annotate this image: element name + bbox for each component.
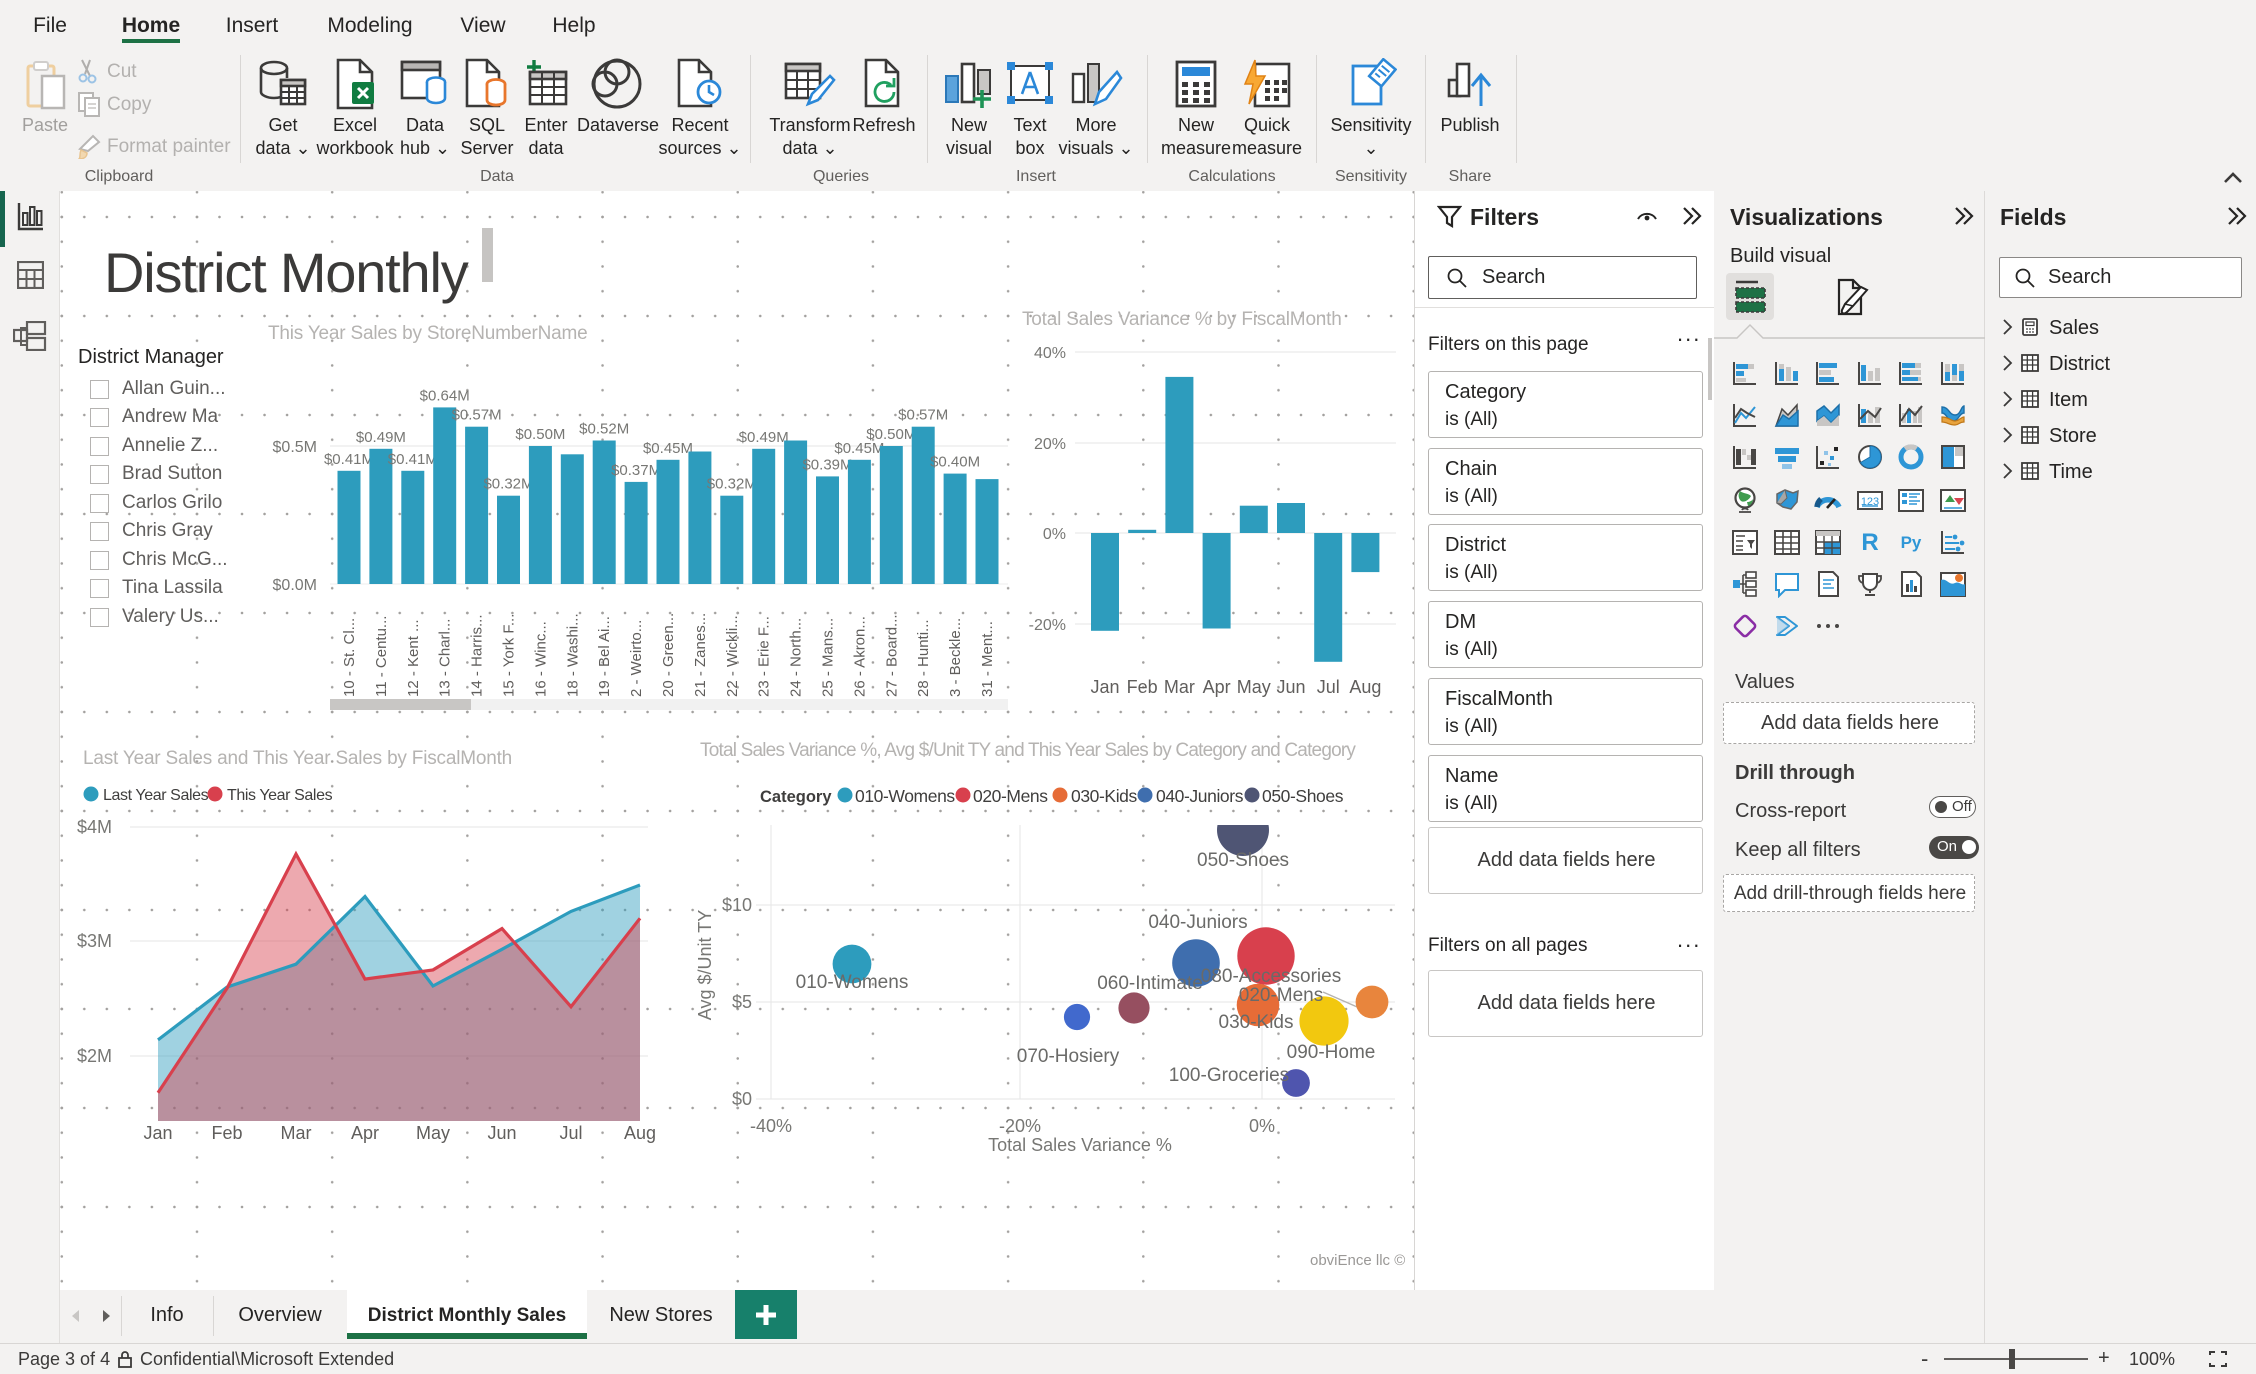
svg-text:14 - Harris...: 14 - Harris... [469,614,486,697]
svg-text:Feb: Feb [211,1123,242,1143]
svg-text:Apr: Apr [1203,677,1231,697]
svg-text:2 - Weirto...: 2 - Weirto... [628,620,645,697]
svg-text:Jun: Jun [1276,677,1305,697]
svg-text:$2M: $2M [77,1046,112,1066]
svg-text:$0.45M: $0.45M [643,440,693,457]
svg-text:May: May [416,1123,450,1143]
svg-text:020-Mens: 020-Mens [1239,985,1324,1006]
svg-text:22 - Wickli...: 22 - Wickli... [724,615,741,697]
svg-text:24 - North...: 24 - North... [788,618,805,697]
svg-text:123: 123 [1861,496,1879,508]
svg-text:080-Accessories: 080-Accessories [1201,966,1341,987]
svg-text:Aug: Aug [1349,677,1381,697]
svg-text:$4M: $4M [77,817,112,837]
svg-text:Avg $/Unit TY: Avg $/Unit TY [695,910,715,1020]
svg-text:050-Shoes: 050-Shoes [1262,786,1344,806]
svg-text:050-Shoes: 050-Shoes [1197,850,1289,871]
svg-text:-40%: -40% [750,1116,792,1136]
svg-text:060-Intimate: 060-Intimate [1097,973,1203,994]
svg-text:$0.50M: $0.50M [866,426,916,443]
svg-text:$0.5M: $0.5M [273,439,317,456]
svg-text:0%: 0% [1043,526,1066,543]
svg-text:$0.57M: $0.57M [452,407,502,424]
svg-text:Total Sales Variance %: Total Sales Variance % [988,1135,1172,1155]
svg-text:20 - Green...: 20 - Green... [660,613,677,697]
svg-text:$0.32M: $0.32M [483,476,533,493]
svg-text:Py: Py [1901,533,1922,552]
svg-text:27 - Board...: 27 - Board... [883,614,900,697]
svg-text:This Year Sales: This Year Sales [227,787,333,804]
svg-text:$0.41M: $0.41M [324,451,374,468]
svg-text:Feb: Feb [1127,677,1158,697]
svg-text:$0.0M: $0.0M [273,577,317,594]
svg-text:$0.32M: $0.32M [707,476,757,493]
svg-text:$0.50M: $0.50M [515,426,565,443]
svg-text:$0.52M: $0.52M [579,421,629,438]
svg-text:25 - Mans...: 25 - Mans... [820,618,837,697]
svg-text:-20%: -20% [1029,617,1066,634]
svg-text:Jun: Jun [487,1123,516,1143]
svg-text:$0.37M: $0.37M [611,462,661,479]
svg-text:Jul: Jul [1317,677,1340,697]
svg-text:13 - Charl...: 13 - Charl... [437,619,454,697]
svg-text:3 - Beckle...: 3 - Beckle... [947,618,964,697]
svg-text:Aug: Aug [624,1123,656,1143]
svg-text:010-Womens: 010-Womens [796,972,909,993]
svg-text:26 - Akron...: 26 - Akron... [851,616,868,697]
svg-text:28 - Hunti...: 28 - Hunti... [915,619,932,697]
svg-text:$10: $10 [722,895,752,915]
svg-text:Jan: Jan [143,1123,172,1143]
svg-text:18 - Washi...: 18 - Washi... [564,613,581,697]
svg-text:Category: Category [760,788,832,806]
svg-text:030-Kids: 030-Kids [1071,786,1138,806]
svg-text:090-Home: 090-Home [1287,1042,1376,1063]
svg-text:$0.40M: $0.40M [930,454,980,471]
svg-text:12 - Kent ...: 12 - Kent ... [405,619,422,697]
svg-text:$0.49M: $0.49M [356,429,406,446]
svg-text:$0.41M: $0.41M [388,451,438,468]
svg-text:010-Womens: 010-Womens [855,786,955,806]
svg-text:030-Kids: 030-Kids [1219,1012,1294,1033]
svg-text:31 - Ment...: 31 - Ment... [979,621,996,697]
svg-text:$0.57M: $0.57M [898,407,948,424]
svg-text:Jul: Jul [559,1123,582,1143]
svg-text:23 - Erie F...: 23 - Erie F... [756,616,773,697]
svg-text:100-Groceries: 100-Groceries [1169,1065,1289,1086]
svg-text:$0.64M: $0.64M [420,387,470,404]
svg-text:Apr: Apr [351,1123,379,1143]
svg-text:$0.39M: $0.39M [802,456,852,473]
svg-text:10 - St. Cl...: 10 - St. Cl... [341,618,358,697]
svg-text:R: R [1861,529,1878,556]
svg-text:$0: $0 [732,1089,752,1109]
svg-text:040-Juniors: 040-Juniors [1148,912,1247,933]
svg-text:070-Hosiery: 070-Hosiery [1017,1046,1120,1067]
svg-text:15 - York F...: 15 - York F... [501,614,518,697]
svg-text:May: May [1237,677,1271,697]
svg-text:$5: $5 [732,992,752,1012]
svg-text:-20%: -20% [999,1116,1041,1136]
svg-text:Mar: Mar [281,1123,312,1143]
svg-text:11 - Centu...: 11 - Centu... [373,616,390,697]
svg-text:19 - Bel Ai...: 19 - Bel Ai... [596,616,613,697]
svg-text:0%: 0% [1249,1116,1275,1136]
svg-text:16 - Winc...: 16 - Winc... [532,621,549,697]
svg-text:$0.45M: $0.45M [834,440,884,457]
svg-text:040-Juniors: 040-Juniors [1156,786,1244,806]
svg-text:Mar: Mar [1164,677,1195,697]
svg-text:Jan: Jan [1090,677,1119,697]
svg-text:21 - Zanes...: 21 - Zanes... [692,613,709,697]
svg-text:$3M: $3M [77,931,112,951]
svg-text:020-Mens: 020-Mens [973,786,1048,806]
svg-text:Last Year Sales: Last Year Sales [103,787,209,804]
svg-text:40%: 40% [1034,345,1066,362]
svg-text:20%: 20% [1034,436,1066,453]
svg-text:$0.49M: $0.49M [739,429,789,446]
